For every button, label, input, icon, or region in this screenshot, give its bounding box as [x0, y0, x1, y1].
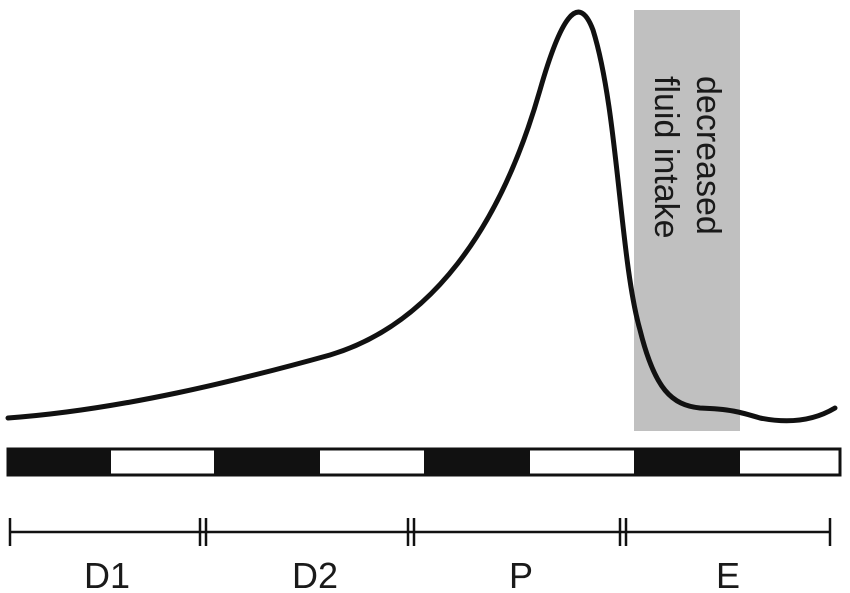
band-label-line2: fluid intake: [647, 76, 685, 239]
light-dark-bar-outline: [6, 447, 842, 477]
phase-label-d2: D2: [292, 555, 338, 593]
light-dark-segment-7: [634, 449, 740, 475]
intake-curve: [5, 9, 838, 424]
phase-label-d1: D1: [84, 555, 130, 593]
light-dark-segment-4: [320, 449, 424, 475]
phase-timeline: [8, 518, 832, 546]
phase-label-p: P: [509, 555, 533, 593]
light-dark-segment-5: [424, 449, 530, 475]
band-label-line1: decreased: [689, 76, 727, 235]
light-dark-bar: [6, 447, 842, 477]
light-dark-segment-2: [111, 449, 214, 475]
phase-label-e: E: [716, 555, 740, 593]
light-dark-segment-1: [8, 449, 111, 475]
light-dark-segment-6: [530, 449, 634, 475]
light-dark-segment-8: [740, 449, 840, 475]
light-dark-segment-3: [214, 449, 320, 475]
